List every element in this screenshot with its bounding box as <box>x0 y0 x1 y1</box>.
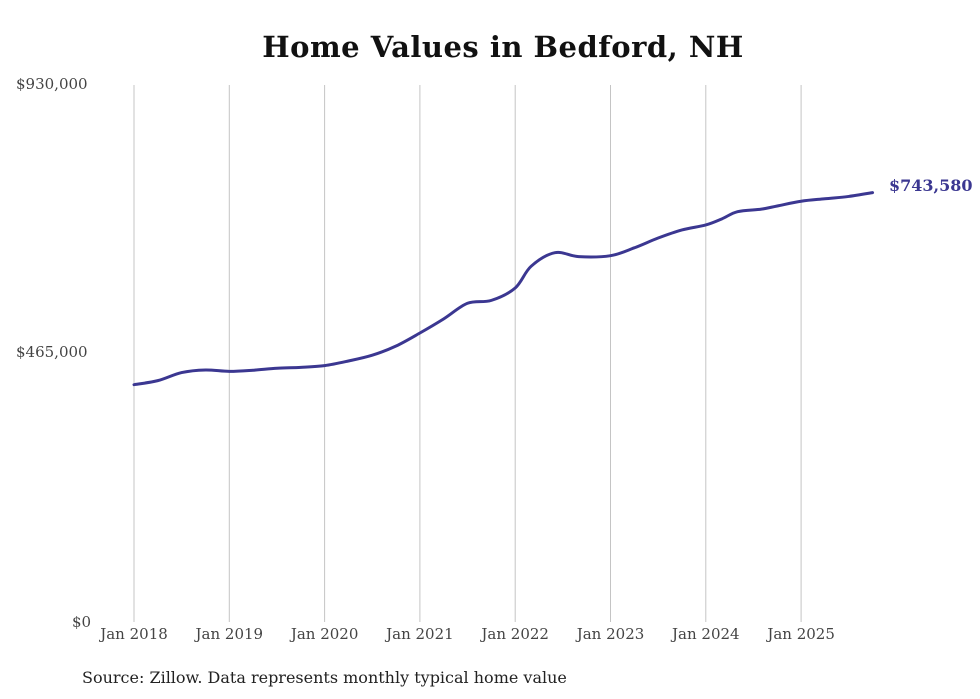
x-tick-label: Jan 2024 <box>672 625 740 643</box>
end-value-label: $743,580 <box>889 176 973 195</box>
x-tick-label: Jan 2021 <box>386 625 454 643</box>
y-tick-label: $0 <box>72 613 92 631</box>
x-tick-label: Jan 2025 <box>767 625 835 643</box>
x-tick-label: Jan 2018 <box>100 625 168 643</box>
y-tick-label: $465,000 <box>16 343 88 361</box>
x-tick-label: Jan 2022 <box>481 625 549 643</box>
x-tick-label: Jan 2019 <box>195 625 264 643</box>
series-line <box>132 191 875 387</box>
x-tick-label: Jan 2020 <box>290 625 359 643</box>
chart-title: Home Values in Bedford, NH <box>262 30 744 64</box>
x-tick-label: Jan 2023 <box>576 625 645 643</box>
source-note: Source: Zillow. Data represents monthly … <box>82 668 567 687</box>
y-tick-label: $930,000 <box>16 75 88 93</box>
